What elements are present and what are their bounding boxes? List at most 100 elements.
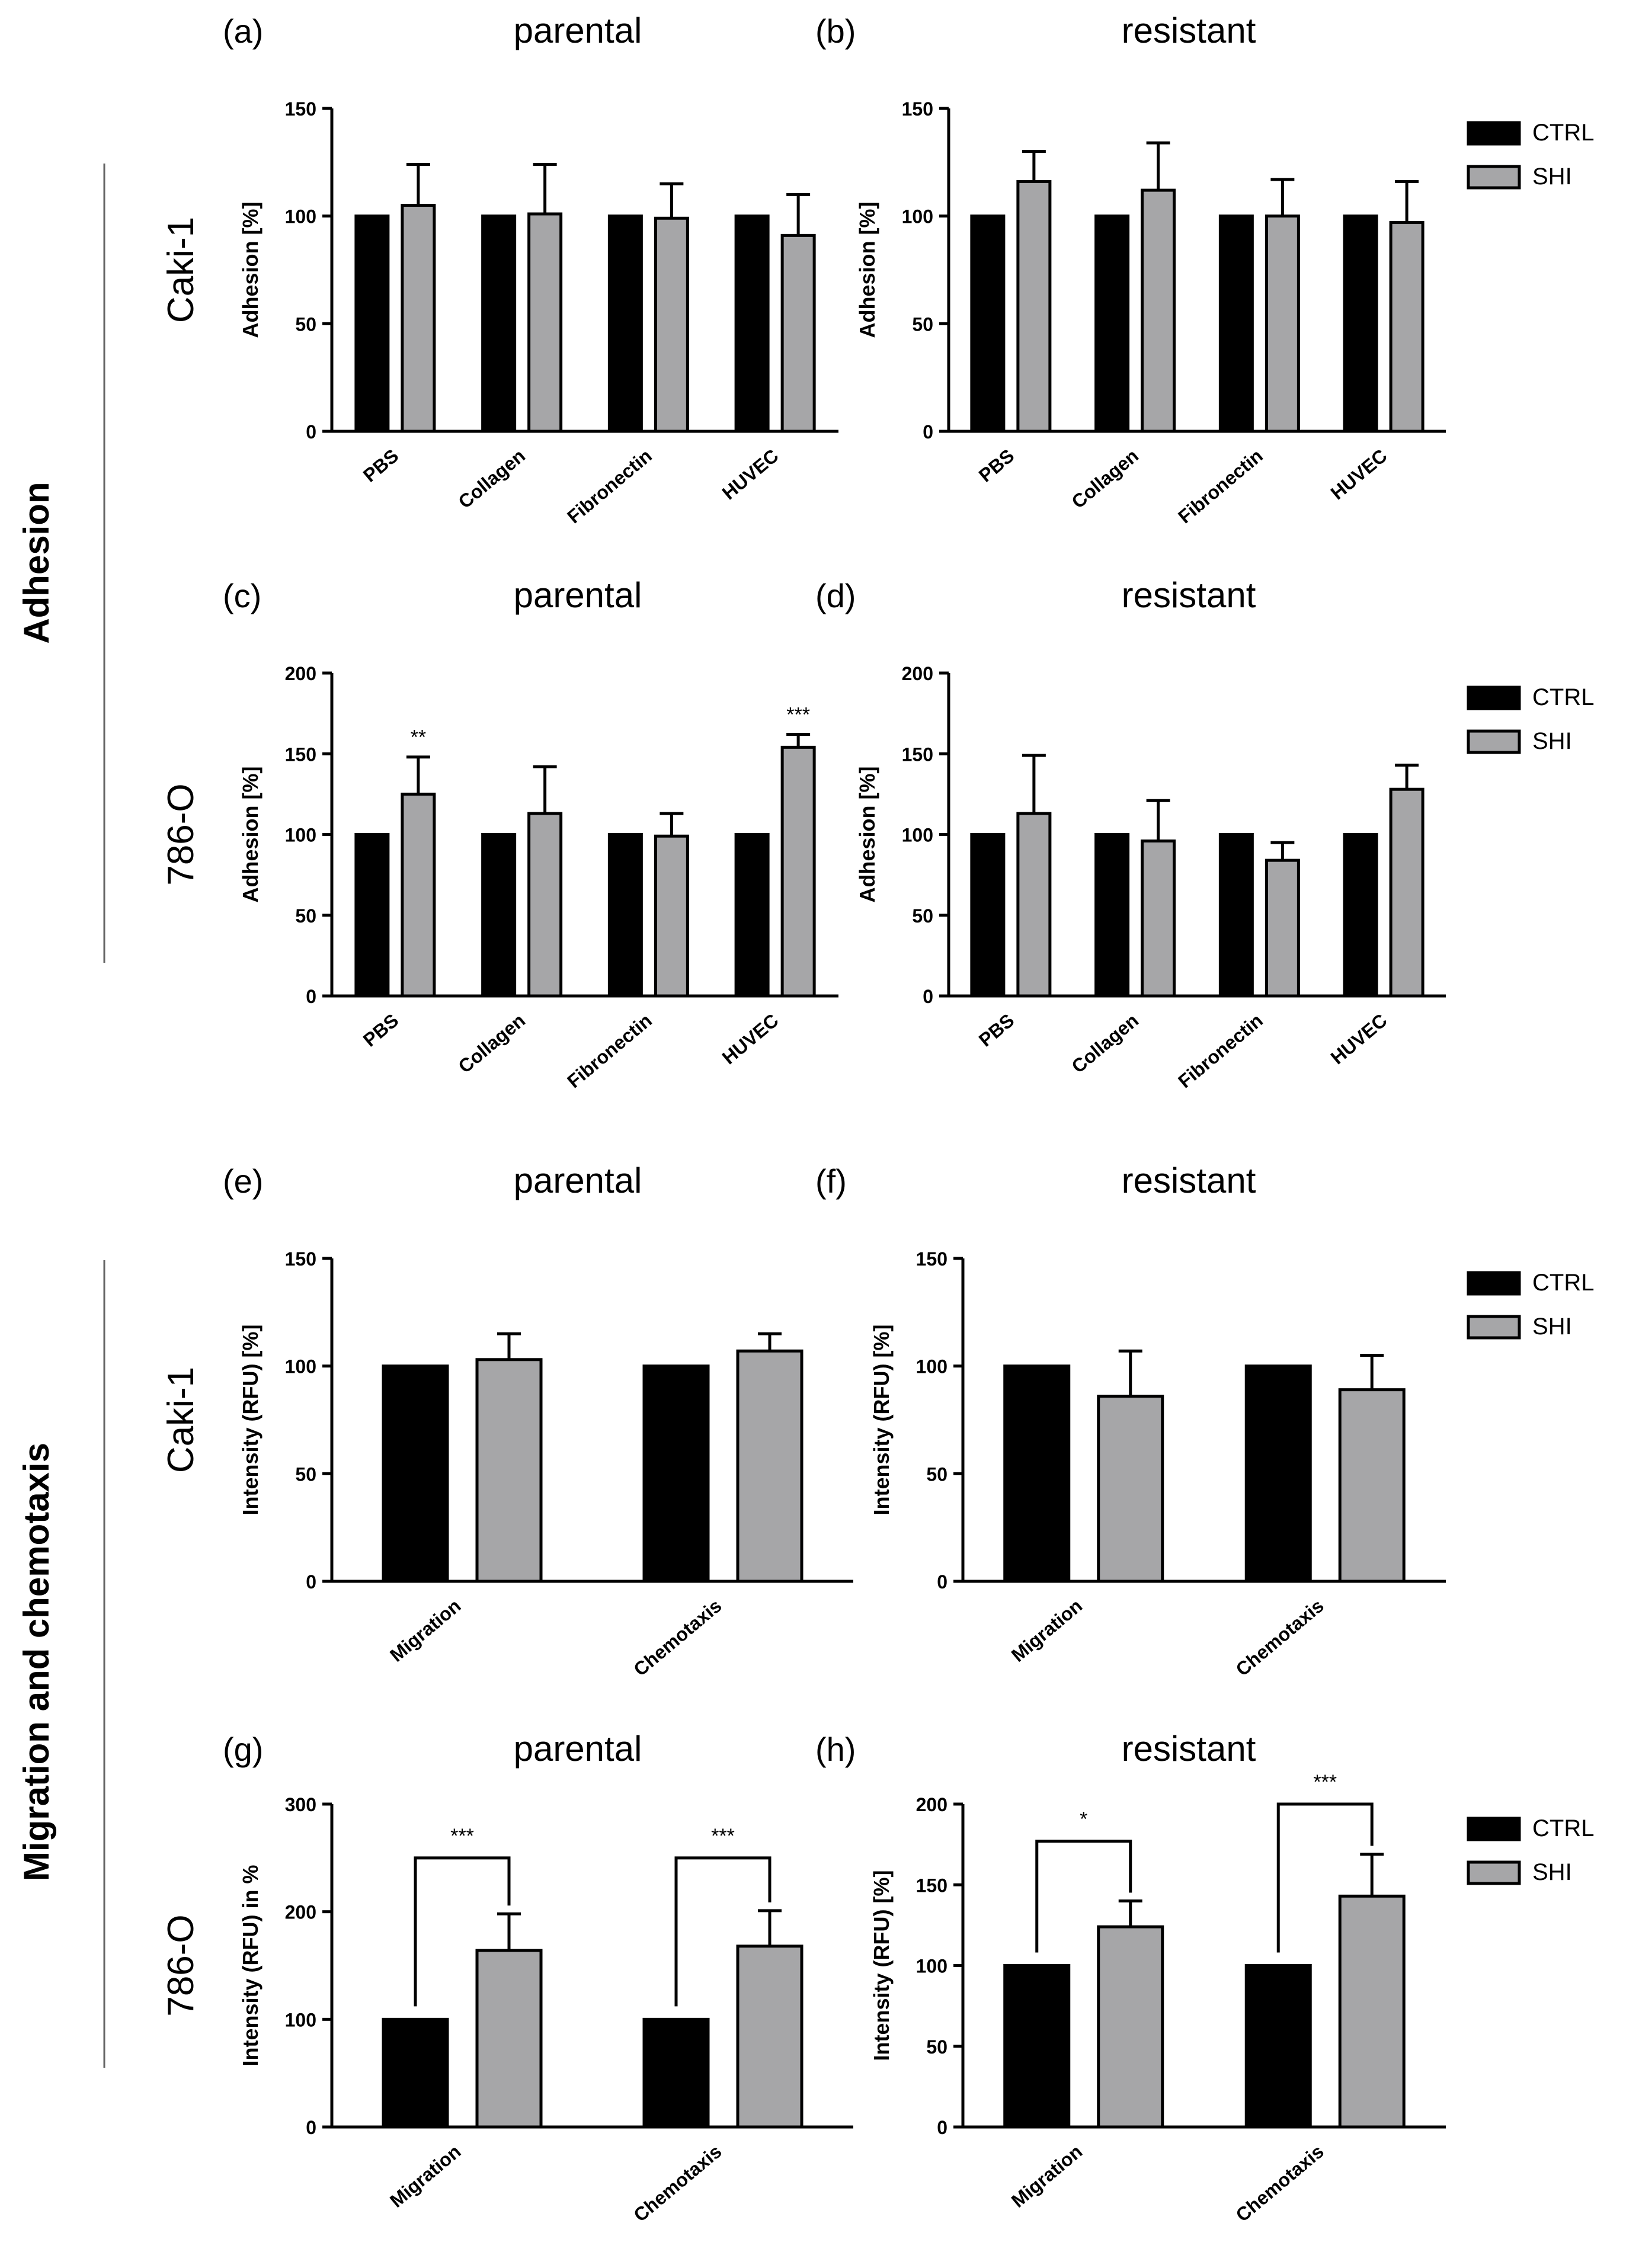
legend: CTRL SHI <box>1467 1270 1594 1340</box>
legend-label: CTRL <box>1532 120 1594 146</box>
panel-title: parental <box>514 1161 642 1200</box>
legend-swatch-ctrl <box>1467 1271 1521 1296</box>
y-tick-label: 300 <box>285 1794 316 1815</box>
bar-ctrl <box>970 214 1006 433</box>
significance-bracket <box>1276 1802 1374 1953</box>
y-tick-label: 150 <box>285 98 316 120</box>
significance-label: * <box>1080 1808 1087 1831</box>
error-bar <box>1270 178 1295 216</box>
bar-ctrl <box>1003 1364 1071 1583</box>
significance-label: *** <box>786 704 810 726</box>
bar-ctrl <box>1094 833 1130 998</box>
bar-ctrl <box>354 833 390 998</box>
error-bar <box>1118 1899 1142 1927</box>
bar-shi <box>654 216 689 433</box>
y-tick-label: 50 <box>912 905 933 927</box>
error-bar <box>1022 754 1046 814</box>
y-axis-title: Intensity (RFU) in % <box>238 1865 263 2067</box>
bar-shi <box>780 233 816 433</box>
y-tick-label: 150 <box>916 1875 947 1896</box>
bar-ctrl <box>734 833 770 998</box>
y-tick-label: 50 <box>912 313 933 335</box>
panel-letter: (f) <box>815 1162 847 1200</box>
bar-shi <box>1389 787 1424 998</box>
y-tick-label: 100 <box>285 1356 316 1378</box>
significance-bracket <box>414 1856 511 2007</box>
legend: CTRL SHI <box>1467 120 1594 190</box>
category-label: Migration <box>1007 2141 1086 2212</box>
bar-shi <box>475 1949 543 2129</box>
bar-shi <box>1141 839 1176 998</box>
bar-ctrl <box>1094 214 1130 433</box>
legend-swatch-ctrl <box>1467 1817 1521 1841</box>
y-tick-label: 50 <box>926 1463 947 1485</box>
panel-h: (h) resistant Intensity (RFU) [%] 0 50 100 150… <box>815 1729 1594 2226</box>
error-bar <box>660 812 684 837</box>
panel-title: resistant <box>1122 1729 1256 1769</box>
y-axis-title: Adhesion [%] <box>855 202 879 338</box>
bar-ctrl <box>607 833 643 998</box>
y-tick-label: 200 <box>902 663 933 684</box>
y-tick-label: 0 <box>937 2117 947 2138</box>
bar-ctrl <box>970 833 1006 998</box>
bar-ctrl <box>1343 214 1378 433</box>
category-label: PBS <box>359 445 403 486</box>
y-tick-label: 100 <box>916 1956 947 1977</box>
significance-label: *** <box>1313 1771 1337 1793</box>
panel-g: (g) parental 786-O Intensity (RFU) in % 0 100… <box>161 1729 853 2226</box>
bar-ctrl <box>481 214 517 433</box>
row-label: 786-O <box>161 783 201 885</box>
panel-title: parental <box>514 575 642 615</box>
y-tick-label: 100 <box>916 1356 947 1378</box>
legend: CTRL SHI <box>1467 1815 1594 1885</box>
y-tick-label: 100 <box>285 2009 316 2030</box>
y-tick-label: 200 <box>285 1902 316 1923</box>
legend-label: SHI <box>1532 1859 1572 1885</box>
bar-shi <box>475 1358 543 1583</box>
y-axis-title: Adhesion [%] <box>855 767 879 903</box>
bar-ctrl <box>1343 833 1378 998</box>
category-label: Fibronectin <box>1174 445 1267 528</box>
section-layer: Adhesion Migration and chemotaxis <box>17 164 105 2068</box>
y-tick-label: 50 <box>295 1463 316 1485</box>
error-bar <box>1022 150 1046 182</box>
y-axis-title: Adhesion [%] <box>238 767 263 903</box>
panel-c: (c) parental 786-O Adhesion [%] 0 50 100 150 200… <box>161 575 838 1092</box>
error-bar <box>1118 1349 1142 1396</box>
panel-title: resistant <box>1122 11 1256 50</box>
bar-ctrl <box>1244 1964 1312 2129</box>
legend-label: SHI <box>1532 164 1572 190</box>
category-label: HUVEC <box>1327 1010 1391 1069</box>
category-label: Chemotaxis <box>629 1595 725 1680</box>
bar-shi <box>1389 221 1424 433</box>
panel-letter: (h) <box>815 1731 856 1768</box>
error-bar <box>660 182 684 219</box>
legend-label: CTRL <box>1532 684 1594 710</box>
y-tick-label: 100 <box>285 825 316 846</box>
y-tick-label: 50 <box>926 2036 947 2058</box>
y-tick-label: 0 <box>306 1571 316 1593</box>
bar-shi <box>401 792 436 998</box>
error-bar <box>1146 141 1170 191</box>
bar-shi <box>1016 812 1052 998</box>
error-bar <box>406 755 430 795</box>
legend-swatch-ctrl <box>1467 121 1521 146</box>
bar-ctrl <box>382 2017 449 2129</box>
category-label: Migration <box>386 1595 465 1666</box>
y-tick-label: 150 <box>285 744 316 765</box>
y-axis-title: Adhesion [%] <box>238 202 263 338</box>
bar-shi <box>1338 1388 1406 1583</box>
category-label: Fibronectin <box>563 445 656 528</box>
y-tick-label: 0 <box>306 986 316 1007</box>
bar-ctrl <box>481 833 517 998</box>
bar-shi <box>1016 180 1052 433</box>
error-bar <box>786 733 811 748</box>
legend-label: SHI <box>1532 1314 1572 1340</box>
panel-f: (f) resistant Intensity (RFU) [%] 0 50 100 150… <box>815 1161 1594 1680</box>
y-tick-label: 50 <box>295 313 316 335</box>
panel-title: resistant <box>1122 575 1256 615</box>
y-tick-label: 150 <box>916 1248 947 1270</box>
bar-ctrl <box>734 214 770 433</box>
y-tick-label: 150 <box>902 98 933 120</box>
